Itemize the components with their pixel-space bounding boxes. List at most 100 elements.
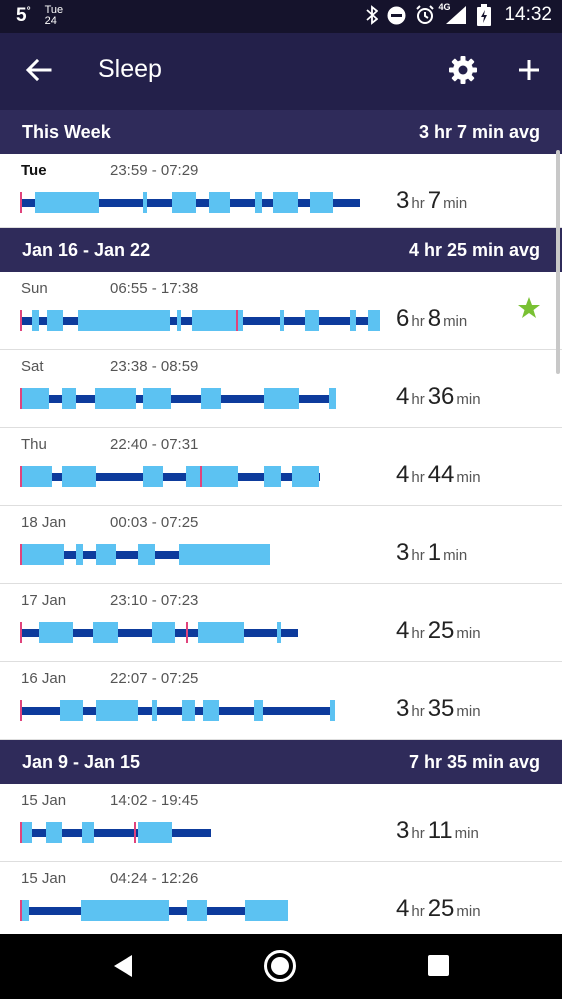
hours-unit: hr [411,547,425,564]
sleep-entry-row[interactable]: 16 Jan 22:07 - 07:25 3 hr 35 min [0,662,562,740]
sleep-entry-row[interactable]: 15 Jan 04:24 - 12:26 4 hr 25 min [0,862,562,934]
duration-minutes: 1 [427,539,442,566]
entry-day: Tue [21,162,47,179]
duration-hours: 4 [396,895,410,922]
entry-day: Sun [21,280,48,297]
add-icon[interactable] [512,53,546,87]
sleep-stage-bar [20,900,288,921]
week-range: Jan 9 - Jan 15 [22,751,141,772]
sleep-entry-row[interactable]: 15 Jan 14:02 - 19:45 3 hr 11 min [0,784,562,862]
entry-time-range: 22:07 - 07:25 [110,670,199,687]
duration-hours: 4 [396,617,410,644]
sleep-log-list[interactable]: This Week 3 hr 7 min avg Tue 23:59 - 07:29 3… [0,110,562,934]
week-range: Jan 16 - Jan 22 [22,239,151,260]
nav-back-icon[interactable] [112,954,134,978]
hours-unit: hr [411,903,425,920]
duration-hours: 3 [396,539,410,566]
sleep-entry-row[interactable]: Sat 23:38 - 08:59 4 hr 36 min [0,350,562,428]
entry-duration: 3 hr 11 min [396,817,482,845]
sleep-entry-row[interactable]: Thu 22:40 - 07:31 4 hr 44 min [0,428,562,506]
week-average: 4 hr 25 min avg [408,239,540,260]
do-not-disturb-icon [387,6,406,24]
entry-day: 17 Jan [21,592,67,609]
sleep-entry-row[interactable]: 18 Jan 00:03 - 07:25 3 hr 1 min [0,506,562,584]
temperature-unit: ° [26,5,31,17]
network-type: 4G [438,2,451,12]
scrollbar[interactable] [556,150,560,374]
entry-day: 15 Jan [21,792,67,809]
week-average: 3 hr 7 min avg [418,121,540,142]
hours-unit: hr [411,703,425,720]
duration-hours: 3 [396,817,410,844]
hours-unit: hr [411,469,425,486]
hours-unit: hr [411,825,425,842]
entry-day: Thu [21,436,47,453]
entry-time-range: 22:40 - 07:31 [110,436,199,453]
duration-minutes: 35 [427,695,455,722]
status-bar: 5° Tue 24 4G 14:32 [0,0,562,33]
duration-minutes: 7 [427,187,442,214]
hours-unit: hr [411,391,425,408]
minutes-unit: min [443,547,468,564]
sleep-stage-bar [20,544,270,565]
entry-time-range: 00:03 - 07:25 [110,514,199,531]
sleep-entry-row[interactable]: Sun 06:55 - 17:38 6 hr 8 min [0,272,562,350]
temperature-value: 5 [16,5,27,26]
duration-minutes: 25 [427,617,455,644]
gear-icon[interactable] [446,53,480,87]
alarm-icon [416,5,435,24]
duration-hours: 3 [396,695,410,722]
duration-hours: 3 [396,187,410,214]
entry-duration: 4 hr 25 min [396,895,484,923]
duration-minutes: 11 [427,817,453,844]
entry-time-range: 23:10 - 07:23 [110,592,199,609]
week-average: 7 hr 35 min avg [408,751,540,772]
entry-day: 16 Jan [21,670,67,687]
sleep-stage-bar [20,822,211,843]
duration-minutes: 44 [427,461,455,488]
nav-home-icon[interactable] [264,950,296,982]
week-header: This Week 3 hr 7 min avg [0,110,562,154]
app-bar: Sleep [0,33,562,110]
minutes-unit: min [456,903,481,920]
hours-unit: hr [411,313,425,330]
sleep-stage-bar [20,310,380,331]
entry-time-range: 04:24 - 12:26 [110,870,199,887]
signal-icon: 4G [438,2,468,25]
minutes-unit: min [456,391,481,408]
entry-duration: 3 hr 7 min [396,187,470,215]
minutes-unit: min [443,195,468,212]
entry-time-range: 14:02 - 19:45 [110,792,199,809]
duration-hours: 6 [396,305,410,332]
page-title: Sleep [98,55,162,83]
sleep-stage-bar [20,192,360,213]
status-time: 14:32 [504,4,552,25]
entry-time-range: 23:59 - 07:29 [110,162,199,179]
entry-time-range: 06:55 - 17:38 [110,280,199,297]
minutes-unit: min [456,469,481,486]
sleep-entry-row[interactable]: Tue 23:59 - 07:29 3 hr 7 min [0,154,562,228]
temperature: 5° [16,5,31,27]
duration-minutes: 36 [427,383,455,410]
entry-duration: 4 hr 25 min [396,617,484,645]
status-date-number: 24 [44,15,57,27]
status-day: Tue [44,4,64,16]
minutes-unit: min [443,313,468,330]
entry-day: 18 Jan [21,514,67,531]
duration-hours: 4 [396,461,410,488]
hours-unit: hr [411,195,425,212]
duration-hours: 4 [396,383,410,410]
minutes-unit: min [456,625,481,642]
duration-minutes: 25 [427,895,455,922]
nav-recents-icon[interactable] [428,955,449,976]
back-arrow-icon[interactable] [22,53,56,87]
sleep-entry-row[interactable]: 17 Jan 23:10 - 07:23 4 hr 25 min [0,584,562,662]
entry-day: Sat [21,358,44,375]
week-header: Jan 9 - Jan 15 7 hr 35 min avg [0,740,562,784]
duration-minutes: 8 [427,305,442,332]
entry-duration: 3 hr 1 min [396,539,470,567]
status-date: Tue 24 [45,5,64,27]
week-range: This Week [22,121,111,142]
entry-time-range: 23:38 - 08:59 [110,358,199,375]
system-nav-bar [0,934,562,999]
